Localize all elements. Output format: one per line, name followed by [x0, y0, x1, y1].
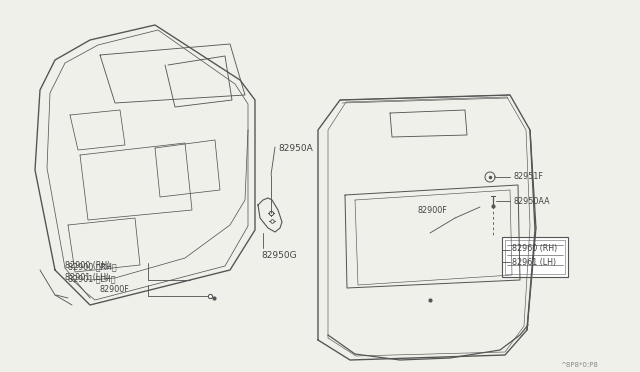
Text: 82900 〈RH〉: 82900 〈RH〉 — [68, 262, 116, 271]
Text: 82950A: 82950A — [278, 144, 313, 153]
FancyBboxPatch shape — [502, 237, 568, 277]
Text: 82950G: 82950G — [261, 251, 296, 260]
Text: ^8P8*0:P8: ^8P8*0:P8 — [560, 362, 598, 368]
Text: 82900F: 82900F — [418, 206, 448, 215]
Text: 82901 〈LH〉: 82901 〈LH〉 — [68, 274, 115, 283]
Text: 82900 (RH): 82900 (RH) — [65, 261, 110, 270]
Text: 82900F: 82900F — [100, 285, 130, 294]
Text: 82961 (LH): 82961 (LH) — [512, 258, 556, 267]
Text: 82951F: 82951F — [514, 172, 544, 181]
Text: 82950AA: 82950AA — [514, 197, 550, 206]
Text: 82901 (LH): 82901 (LH) — [65, 273, 109, 282]
Text: 82960 (RH): 82960 (RH) — [512, 244, 557, 253]
